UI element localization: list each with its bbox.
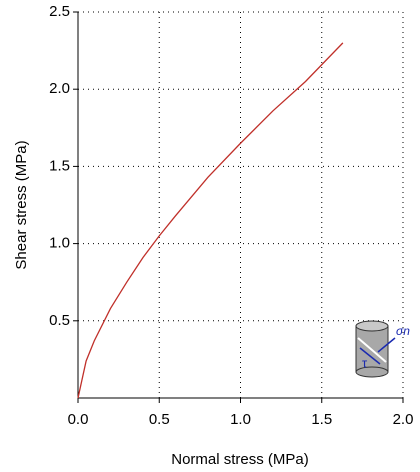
shear-label: τ: [362, 355, 368, 370]
x-tick-label: 2.0: [393, 411, 414, 428]
x-tick-label: 0.0: [68, 411, 89, 428]
y-tick-label: 2.0: [49, 80, 70, 97]
curve: [77, 42, 344, 399]
cylinder-bottom: [355, 366, 389, 378]
x-tick-label: 1.5: [311, 411, 332, 428]
specimen-icon: σn τ: [355, 320, 410, 378]
y-tick-label: 1.0: [49, 235, 70, 252]
x-tick-label: 1.0: [230, 411, 251, 428]
normal-arrow: [377, 337, 396, 353]
y-tick-label: 2.5: [49, 3, 70, 20]
y-tick-label: 0.5: [49, 312, 70, 329]
cylinder-top: [355, 320, 389, 332]
shear-plane: [357, 337, 387, 363]
normal-label: σn: [396, 324, 410, 338]
y-axis-title: Shear stress (MPa): [13, 140, 30, 269]
y-tick-label: 1.5: [49, 157, 70, 174]
shear-arrow: [359, 347, 381, 365]
x-tick-label: 0.5: [149, 411, 170, 428]
x-axis-title: Normal stress (MPa): [171, 451, 309, 468]
